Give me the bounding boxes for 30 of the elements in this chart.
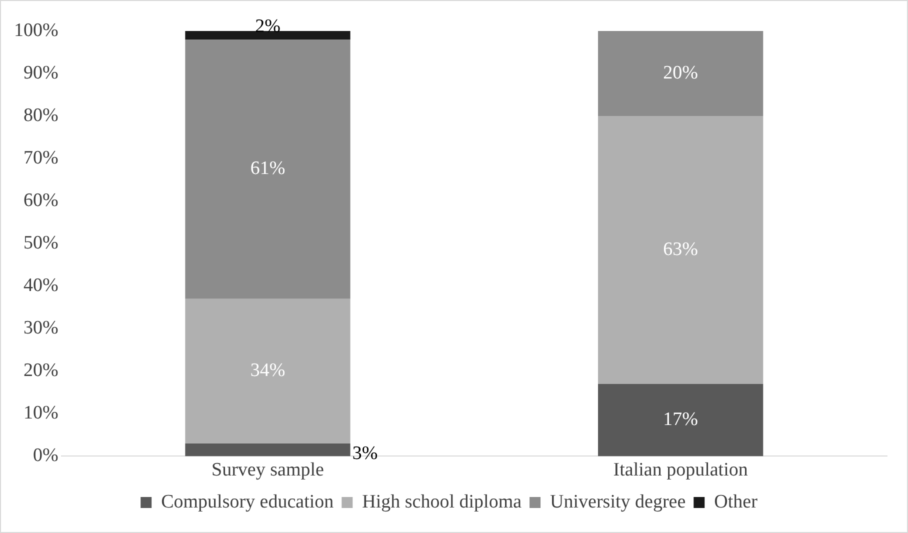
data-label: 61%	[250, 158, 286, 180]
y-tick-label: 10%	[24, 402, 58, 424]
data-label: 20%	[663, 62, 698, 84]
x-tick-label: Italian population	[613, 460, 748, 481]
data-label: 34%	[250, 360, 286, 382]
legend-label: High school diploma	[362, 491, 522, 512]
legend-label: University degree	[550, 491, 686, 512]
legend-label: Compulsory education	[161, 491, 334, 512]
legend-label: Other	[714, 491, 758, 512]
bar	[598, 384, 764, 456]
bar	[185, 443, 350, 456]
y-tick-label: 20%	[24, 360, 58, 382]
bar	[185, 40, 350, 299]
x-tick-label: Survey sample	[212, 460, 324, 481]
y-tick-label: 40%	[24, 275, 58, 296]
y-tick-label: 80%	[24, 105, 58, 126]
bar	[185, 298, 350, 444]
y-tick-label: 70%	[24, 148, 58, 169]
data-label: 17%	[663, 409, 698, 430]
y-tick-label: 60%	[24, 190, 58, 212]
data-label: 63%	[663, 238, 698, 260]
y-tick-label: 0%	[33, 445, 58, 466]
bar	[598, 31, 764, 116]
bar	[185, 31, 350, 40]
y-tick-label: 50%	[24, 232, 58, 254]
y-tick-label: 90%	[24, 62, 58, 84]
y-tick-label: 30%	[24, 318, 58, 339]
data-label: 3%	[352, 442, 378, 464]
bar	[598, 116, 764, 384]
y-tick-label: 100%	[14, 20, 58, 41]
